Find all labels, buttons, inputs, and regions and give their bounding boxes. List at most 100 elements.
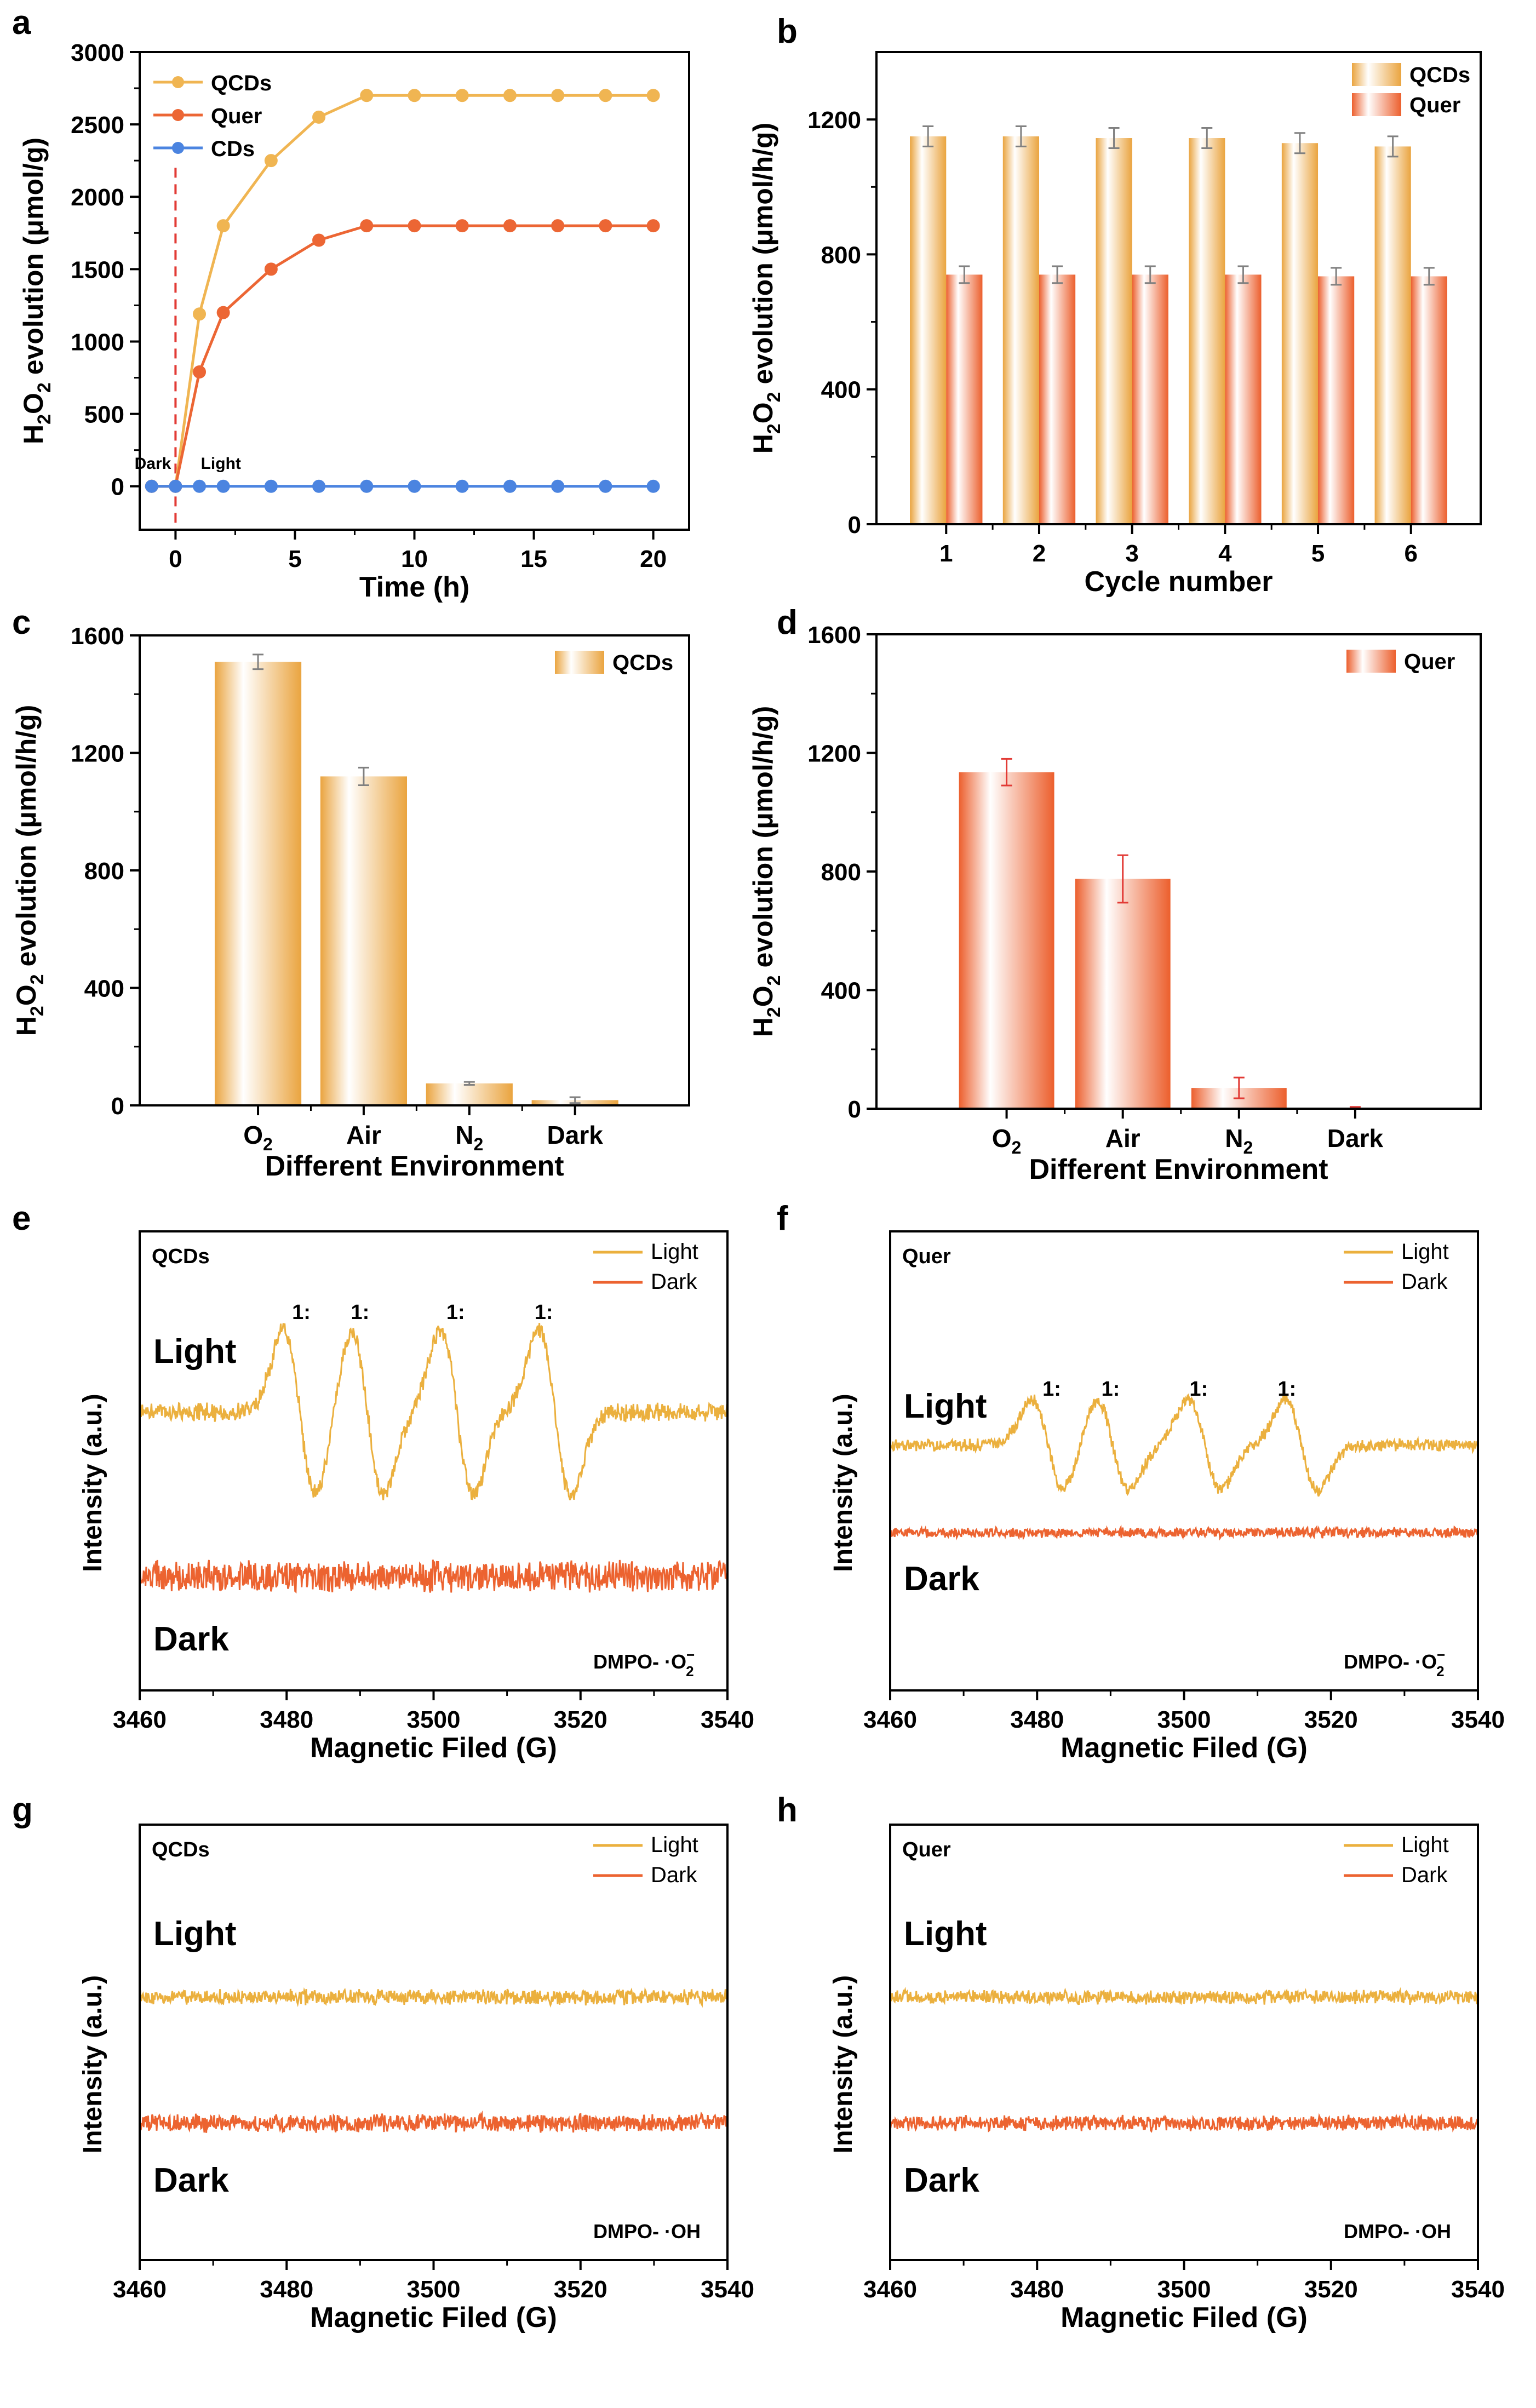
x-tick-label: 3540: [701, 1706, 754, 1733]
category-text: Air: [346, 1121, 381, 1149]
data-point-cds: [312, 479, 326, 493]
bar-qcds: [426, 1083, 513, 1105]
y-tick-label: 1500: [71, 256, 124, 283]
legend-label: Quer: [211, 104, 262, 128]
data-point-qcds: [360, 89, 374, 102]
data-point-qcds: [216, 219, 230, 233]
legend-label: QCDs: [211, 71, 272, 95]
x-tick-label: 3460: [863, 1706, 917, 1733]
legend-label: Dark: [1401, 1270, 1448, 1294]
legend-swatch: [555, 651, 604, 674]
panel-a: a 0 500 1000 1500 2000 2500 3000 0 5 10 15 20 Time (h…: [12, 4, 690, 603]
y-label-part: O: [11, 984, 42, 1006]
data-point-quer: [193, 365, 207, 379]
y-label-part: H: [748, 1017, 778, 1037]
x-tick-label: 3520: [1304, 2276, 1358, 2303]
data-point-qcds: [503, 89, 517, 102]
panel-label: f: [777, 1200, 788, 1237]
plot-frame: [889, 1230, 1479, 1692]
y-tick-label: 2000: [71, 184, 124, 211]
x-tick-label: 3500: [407, 2276, 461, 2303]
legend-label: Quer: [1409, 93, 1460, 117]
y-label-subscript: 2: [764, 975, 784, 985]
bar-quer: [1225, 274, 1262, 524]
x-tick-label: 3: [1125, 540, 1138, 567]
x-tick-label: Air: [1105, 1124, 1140, 1153]
y-tick-label: 400: [84, 976, 124, 1002]
x-tick-label: 3480: [1010, 1706, 1064, 1733]
data-point-quer: [503, 219, 517, 233]
y-axis-label: Intensity (a.u.): [78, 1394, 107, 1572]
legend-marker: [172, 142, 184, 154]
x-tick-label: 3540: [1451, 2276, 1505, 2303]
spectrum-light: [889, 1986, 1478, 2006]
peak-label: 1:: [1101, 1378, 1120, 1401]
panel-h: h 3460 3480 3500 3520 3540 Magnetic Filed (G) I…: [777, 1791, 1505, 2334]
data-point-cds: [193, 479, 207, 493]
sample-label: Quer: [902, 1245, 951, 1268]
y-tick-label: 1200: [807, 107, 861, 134]
y-tick-label: 0: [111, 1093, 124, 1120]
panel-label: b: [777, 13, 798, 50]
category-subscript: 2: [1012, 1138, 1022, 1157]
y-axis-label: H2O2 evolution (μmol/h/g): [748, 123, 784, 454]
y-label-part: O: [748, 985, 778, 1007]
x-tick-label: 6: [1404, 540, 1417, 567]
sample-label: QCDs: [152, 1838, 210, 1861]
peak-label: 1:: [292, 1301, 311, 1324]
y-label-part: evolution (μmol/g): [18, 137, 49, 382]
category-subscript: 2: [1243, 1138, 1253, 1157]
legend-marker: [172, 76, 184, 88]
trace-label-dark: Dark: [904, 1560, 979, 1598]
y-label-part: evolution (μmol/h/g): [748, 706, 778, 976]
bar-qcds: [1281, 143, 1319, 524]
data-point-quer: [551, 219, 565, 233]
y-axis-label: H2O2 evolution (μmol/g): [18, 137, 55, 444]
x-tick-label: 3520: [554, 1706, 607, 1733]
data-point-qcds: [193, 307, 207, 321]
probe-label: DMPO- ·O− 2: [593, 1647, 695, 1679]
data-point-quer: [455, 219, 469, 233]
x-tick-label: 3480: [260, 1706, 313, 1733]
y-label-part: O: [748, 402, 778, 423]
y-label-part: H: [748, 434, 778, 454]
panel-e: e 3460 3480 3500 3520 3540 Magnetic Filed (G) I…: [12, 1200, 754, 1764]
panel-label: d: [777, 604, 798, 641]
category-text: Air: [1105, 1124, 1140, 1153]
data-point-qcds: [312, 110, 326, 124]
x-axis-label: Magnetic Filed (G): [310, 2302, 557, 2334]
legend-swatch: [1352, 63, 1401, 86]
probe-text: DMPO- ·OH: [1344, 2220, 1451, 2243]
y-label-subscript: 2: [764, 1007, 784, 1017]
y-axis-label: H2O2 evolution (μmol/h/g): [748, 706, 784, 1037]
x-tick-label: N2: [1225, 1124, 1253, 1157]
x-tick-label: 5: [1311, 540, 1325, 567]
panel-label: g: [12, 1791, 33, 1829]
legend-marker: [172, 109, 184, 121]
category-text: O: [243, 1121, 263, 1149]
x-tick-label: 3500: [407, 1706, 461, 1733]
peak-label: 1:: [1277, 1378, 1296, 1401]
spectrum-dark: [139, 2110, 729, 2134]
data-point-cds: [145, 479, 158, 493]
category-subscript: 2: [474, 1134, 484, 1154]
bar-qcds: [910, 136, 947, 524]
legend-label: Light: [1401, 1833, 1449, 1857]
data-point-cds: [503, 479, 517, 493]
y-label-subscript: 2: [27, 1006, 48, 1016]
panel-label: h: [777, 1791, 798, 1829]
data-point-cds: [169, 479, 182, 493]
probe-text: DMPO- ·O: [1344, 1650, 1437, 1673]
series-line-quer: [151, 224, 654, 488]
spectrum-light: [139, 1323, 729, 1500]
data-point-cds: [455, 479, 469, 493]
data-point-quer: [646, 219, 660, 233]
sample-label: QCDs: [152, 1245, 210, 1268]
x-tick-label: Dark: [1327, 1124, 1384, 1153]
y-tick-label: 1600: [807, 622, 861, 649]
legend-label: Light: [651, 1240, 698, 1264]
y-tick-label: 0: [848, 1096, 861, 1123]
